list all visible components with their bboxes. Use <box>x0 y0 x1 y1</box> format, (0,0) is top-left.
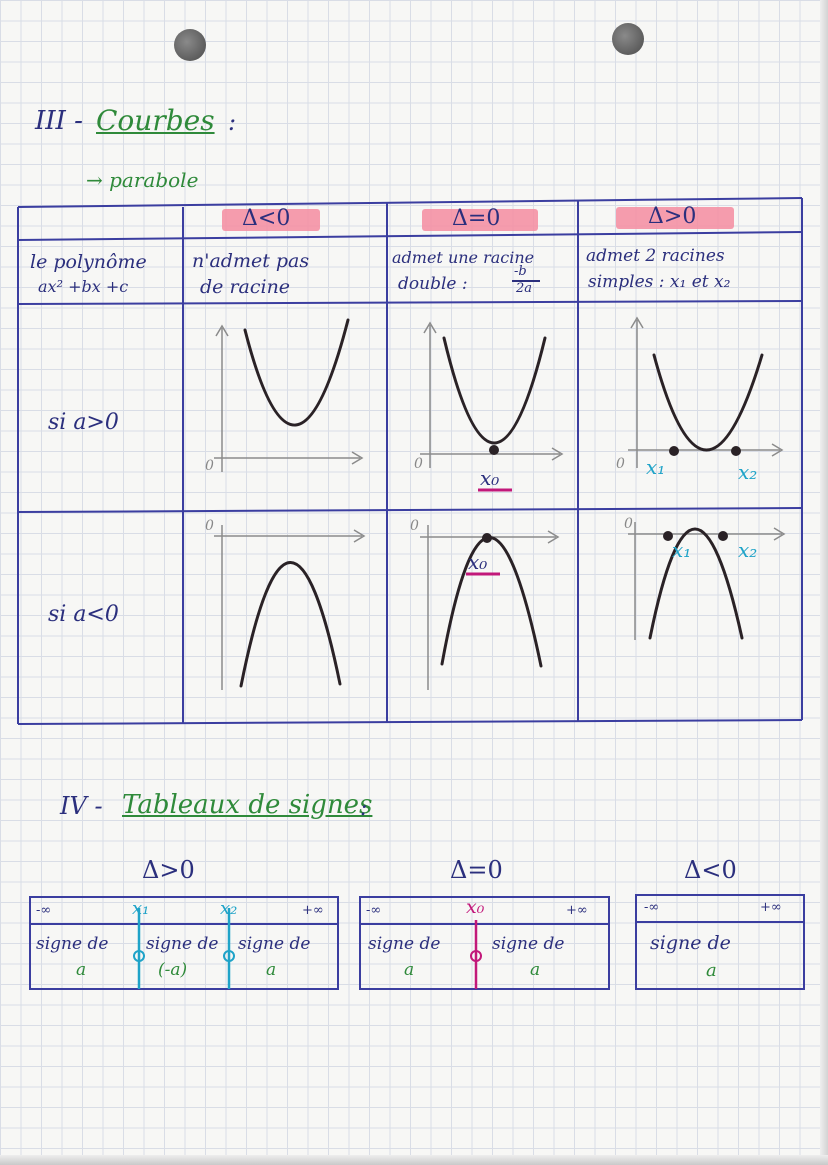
header-delta-pos: Δ>0 <box>648 204 697 229</box>
parabola-two-roots-up <box>652 353 764 452</box>
highlight-delta-pos <box>616 207 734 229</box>
origin-label-2: 0 <box>414 456 423 472</box>
sign-table-1-frame <box>29 896 339 990</box>
x0-label-down: x₀ <box>468 550 488 574</box>
sign-table-2-cell-2-a: signe de <box>492 934 565 954</box>
section-3-number: III - <box>35 106 83 136</box>
point-x2-down <box>718 531 728 541</box>
polynomial-label-1: le polynôme <box>30 251 147 273</box>
sign-table-2-bound-0: -∞ <box>366 903 382 918</box>
sign-table-1-cell-2-a: signe de <box>146 934 219 954</box>
header-delta-neg: Δ<0 <box>242 206 291 231</box>
sign-table-1-bound-3: +∞ <box>302 903 324 918</box>
row-label-a-negative: si a<0 <box>48 602 119 627</box>
sign-table-3-cell-1-a: signe de <box>650 932 731 954</box>
sign-table-1-cell-3-a: signe de <box>238 934 311 954</box>
origin-label-3: 0 <box>616 456 625 472</box>
sign-table-2-frame <box>359 896 610 990</box>
desc-zero-2: double : <box>398 274 468 294</box>
sign-table-1-cell-3-b: a <box>266 960 277 980</box>
table-line-row1 <box>17 300 803 305</box>
x1-label-down: x₁ <box>672 538 692 562</box>
section-3-subtitle: → parabole <box>86 168 199 192</box>
sign-table-2-zero <box>470 950 482 962</box>
origin-label-1: 0 <box>205 458 214 474</box>
sign-table-3-frame <box>635 894 805 990</box>
section-4-colon: : <box>360 796 368 821</box>
point-x0-down <box>482 533 492 543</box>
sign-table-1-zero-2 <box>223 950 235 962</box>
parabola-two-roots-down <box>648 527 744 640</box>
x2-label-up: x₂ <box>738 460 758 484</box>
section-4-number: IV - <box>60 792 103 820</box>
axes-neg-apos <box>214 324 364 472</box>
point-x2-up <box>731 446 741 456</box>
sign-table-2-title: Δ=0 <box>450 856 503 884</box>
sign-table-1-title: Δ>0 <box>142 856 195 884</box>
desc-pos-2: simples : x₁ et x₂ <box>588 272 731 292</box>
table-line-row2 <box>17 507 803 513</box>
sign-table-1-cell-2-b: (-a) <box>158 960 188 980</box>
sign-table-2-bound-1: x₀ <box>466 896 485 918</box>
sign-table-2-cell-1-a: signe de <box>368 934 441 954</box>
fraction-numerator: -b <box>514 264 527 279</box>
sign-table-3-bound-1: +∞ <box>760 900 782 915</box>
sign-table-1-bound-0: -∞ <box>36 903 52 918</box>
highlight-delta-zero <box>422 209 538 231</box>
point-x0-up <box>489 445 499 455</box>
axes-neg-aneg <box>214 525 366 690</box>
binder-hole-left <box>174 29 206 61</box>
origin-label-6: 0 <box>624 516 633 532</box>
section-4-title: Tableaux de signes <box>122 790 373 820</box>
sign-table-1-bound-1: x₁ <box>132 898 150 919</box>
row-label-a-positive: si a>0 <box>48 410 119 435</box>
point-x1-up <box>669 446 679 456</box>
fraction-denominator: 2a <box>516 281 533 296</box>
desc-zero-1: admet une racine <box>392 248 535 267</box>
highlight-delta-neg <box>222 209 320 231</box>
origin-label-5: 0 <box>410 518 419 534</box>
desc-pos-1: admet 2 racines <box>586 246 725 266</box>
table-border-top <box>17 197 803 208</box>
sign-table-1-cell-1-b: a <box>76 960 87 980</box>
fraction-bar <box>512 280 540 282</box>
origin-label-4: 0 <box>205 518 214 534</box>
desc-neg-1: n'admet pas <box>192 250 310 272</box>
polynomial-label-2: ax² +bx +c <box>38 277 129 296</box>
sign-table-2-cell-1-b: a <box>404 960 415 980</box>
sign-table-3-bound-0: -∞ <box>644 900 660 915</box>
parabola-no-root-up <box>243 318 350 427</box>
sign-table-2-cell-2-b: a <box>530 960 541 980</box>
x1-label-up: x₁ <box>646 455 666 479</box>
page-edge-bottom <box>0 1155 828 1165</box>
sign-table-2-bound-2: +∞ <box>566 903 588 918</box>
binder-hole-right <box>612 23 644 55</box>
desc-neg-2: de racine <box>200 276 291 298</box>
parabola-no-root-down <box>239 561 342 688</box>
table-border-bottom <box>17 719 803 725</box>
sign-table-3-title: Δ<0 <box>684 856 737 884</box>
table-line-header <box>17 231 803 241</box>
sign-table-1-zero-1 <box>133 950 145 962</box>
x0-label-up: x₀ <box>480 466 500 490</box>
section-3-title: Courbes <box>96 104 215 137</box>
section-3-colon: : <box>228 108 237 136</box>
parabola-double-root-up <box>442 336 547 445</box>
sign-table-1-bound-2: x₂ <box>220 898 238 919</box>
axes-zero-apos <box>420 321 564 468</box>
header-delta-zero: Δ=0 <box>452 206 501 231</box>
sign-table-3-cell-1-b: a <box>706 960 717 981</box>
page-edge <box>820 0 828 1165</box>
point-x1-down <box>663 531 673 541</box>
x2-label-down: x₂ <box>738 538 758 562</box>
sign-table-1-cell-1-a: signe de <box>36 934 109 954</box>
